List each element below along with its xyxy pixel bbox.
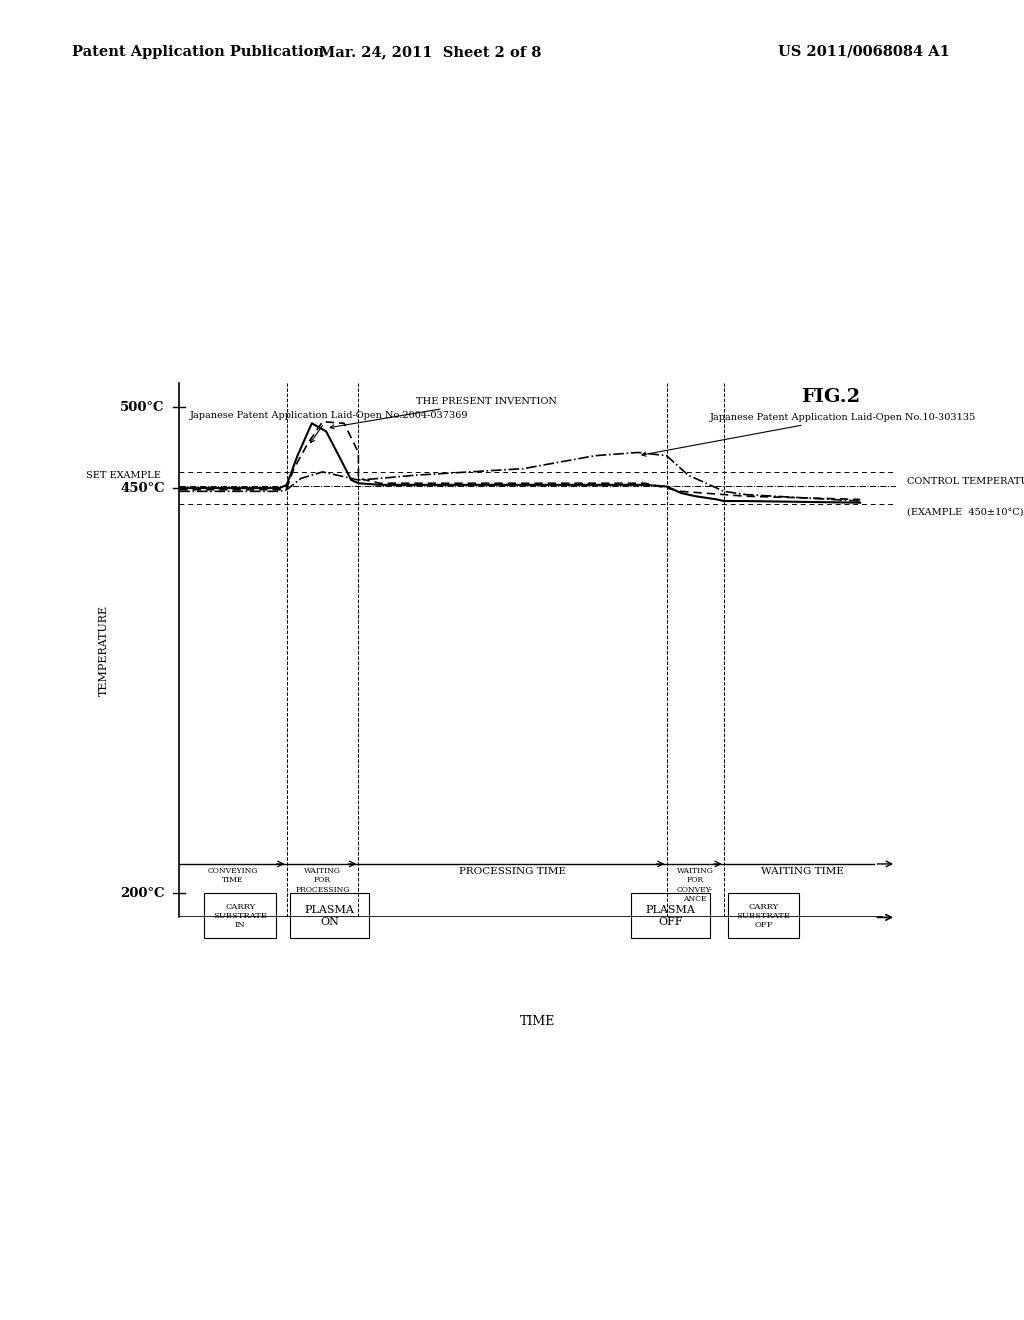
Text: FIG.2: FIG.2 [801, 388, 860, 405]
Text: CARRY
SUBSTRATE
OFF: CARRY SUBSTRATE OFF [736, 903, 791, 929]
Bar [291, 894, 369, 939]
Text: Patent Application Publication: Patent Application Publication [72, 45, 324, 59]
Bar [631, 894, 710, 939]
Text: PROCESSING TIME: PROCESSING TIME [459, 867, 566, 876]
Bar [204, 894, 275, 939]
Text: CARRY
SUBSTRATE
IN: CARRY SUBSTRATE IN [213, 903, 267, 929]
Text: CONVEYING
TIME: CONVEYING TIME [208, 867, 258, 884]
Text: CONTROL TEMPERATURE RANGE: CONTROL TEMPERATURE RANGE [907, 477, 1024, 486]
Text: SET EXAMPLE: SET EXAMPLE [86, 471, 162, 480]
Text: 500°C: 500°C [121, 400, 165, 413]
Text: PLASMA
ON: PLASMA ON [305, 906, 354, 927]
Text: Japanese Patent Application Laid-Open No.2004-037369: Japanese Patent Application Laid-Open No… [190, 412, 468, 442]
Bar [727, 894, 799, 939]
Text: WAITING
FOR
PROCESSING: WAITING FOR PROCESSING [295, 867, 350, 894]
Text: 450°C: 450°C [120, 482, 165, 495]
Text: Japanese Patent Application Laid-Open No.10-303135: Japanese Patent Application Laid-Open No… [642, 413, 976, 457]
Text: PLASMA
OFF: PLASMA OFF [645, 906, 695, 927]
Text: THE PRESENT INVENTION: THE PRESENT INVENTION [330, 397, 557, 429]
Text: TEMPERATURE: TEMPERATURE [99, 605, 109, 696]
Text: WAITING TIME: WAITING TIME [762, 867, 844, 876]
Text: Mar. 24, 2011  Sheet 2 of 8: Mar. 24, 2011 Sheet 2 of 8 [318, 45, 542, 59]
Text: TIME: TIME [520, 1015, 555, 1027]
Text: (EXAMPLE  450±10°C): (EXAMPLE 450±10°C) [907, 508, 1023, 516]
Text: 200°C: 200°C [121, 887, 165, 900]
Text: WAITING
FOR
CONVEY-
ANCE: WAITING FOR CONVEY- ANCE [677, 867, 714, 903]
Text: US 2011/0068084 A1: US 2011/0068084 A1 [778, 45, 950, 59]
